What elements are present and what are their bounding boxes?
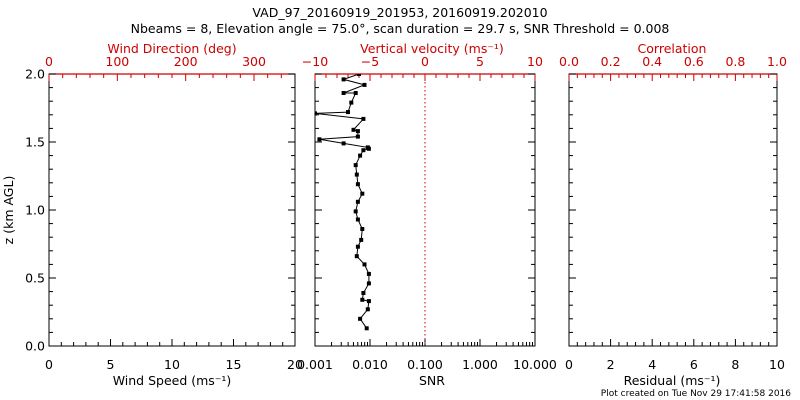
right-bottom-tick-label: 4	[648, 357, 656, 372]
vertical-velocity-point	[341, 77, 346, 82]
left-bottom-tick-label: 0	[45, 357, 53, 372]
vertical-velocity-point	[346, 110, 350, 115]
left-frame	[48, 73, 296, 347]
middle-bottom-tick-label: 0.010	[352, 357, 388, 372]
right-top-tick-label: 1.0	[767, 54, 787, 69]
middle-bottom-axis-label: SNR	[419, 373, 445, 388]
right-top-tick-label: 0.8	[725, 54, 745, 69]
vertical-velocity-point	[358, 316, 363, 321]
vertical-velocity-point	[315, 111, 317, 116]
y-tick-label: 0.0	[25, 339, 45, 354]
middle-top-tick-label: 5	[476, 54, 484, 69]
left-top-tick-label: 300	[242, 54, 266, 69]
vertical-velocity-point	[361, 291, 366, 295]
vertical-velocity-point	[351, 127, 356, 132]
vertical-velocity-point	[360, 297, 365, 302]
vertical-velocity-point	[361, 116, 366, 121]
right-bottom-tick-label: 6	[690, 357, 698, 372]
vertical-velocity-point	[358, 153, 363, 158]
title-line-1: VAD_97_20160919_201953, 20160919.202010	[252, 5, 547, 20]
middle-top-tick-label: −5	[361, 54, 379, 69]
vertical-velocity-point	[355, 129, 360, 134]
vertical-velocity-line	[315, 74, 370, 329]
right-bottom-tick-label: 2	[607, 357, 615, 372]
middle-bottom-tick-label: 0.100	[407, 357, 443, 372]
left-bottom-tick-label: 5	[107, 357, 115, 372]
vertical-velocity-point	[355, 134, 360, 139]
y-axis-label: z (km AGL)	[1, 176, 16, 245]
middle-top-tick-label: −10	[302, 54, 328, 69]
vertical-velocity-point	[364, 326, 369, 331]
middle-bottom-tick-label: 0.001	[297, 357, 333, 372]
right-top-tick-label: 0.6	[684, 54, 704, 69]
left-bottom-tick-label: 15	[226, 357, 242, 372]
vertical-velocity-point	[353, 163, 358, 168]
y-tick-label: 0.5	[25, 271, 45, 286]
vertical-velocity-point	[360, 191, 365, 196]
title-line-2: Nbeams = 8, Elevation angle = 75.0°, sca…	[131, 21, 670, 36]
left-bottom-tick-label: 10	[164, 357, 180, 372]
right-bottom-tick-label: 8	[731, 357, 739, 372]
vertical-velocity-point	[317, 137, 322, 142]
vertical-velocity-point	[353, 209, 358, 214]
vertical-velocity-point	[354, 254, 359, 259]
right-bottom-tick-label: 10	[769, 357, 785, 372]
y-tick-label: 1.5	[25, 135, 45, 150]
middle-series-group	[315, 74, 371, 331]
vertical-velocity-point	[366, 281, 371, 286]
vertical-velocity-point	[362, 262, 367, 267]
right-top-tick-label: 0.4	[642, 54, 662, 69]
y-tick-label: 2.0	[25, 67, 45, 82]
vertical-velocity-point	[355, 182, 360, 187]
left-top-axis-label: Wind Direction (deg)	[107, 41, 236, 56]
vertical-velocity-point	[362, 82, 367, 87]
right-top-axis-label: Correlation	[638, 41, 707, 56]
vertical-velocity-point	[365, 307, 370, 312]
vertical-velocity-point	[360, 227, 365, 231]
middle-bottom-tick-label: 10.000	[513, 357, 557, 372]
vertical-velocity-point	[355, 199, 360, 204]
right-top-tick-label: 0.0	[559, 54, 579, 69]
y-tick-label: 1.0	[25, 203, 45, 218]
middle-top-tick-label: 0	[421, 54, 429, 69]
left-bottom-tick-label: 20	[287, 357, 303, 372]
right-frame	[568, 73, 778, 347]
vertical-velocity-point	[341, 141, 346, 146]
vertical-velocity-point	[341, 91, 346, 95]
vertical-velocity-point	[353, 91, 358, 95]
left-bottom-axis-label: Wind Speed (ms⁻¹)	[113, 373, 232, 388]
middle-top-axis-label: Vertical velocity (ms⁻¹)	[360, 41, 504, 56]
middle-bottom-tick-label: 1.000	[462, 357, 498, 372]
right-top-tick-label: 0.2	[601, 54, 621, 69]
vertical-velocity-point	[366, 271, 371, 276]
vertical-velocity-point	[355, 244, 360, 249]
left-top-tick-label: 200	[174, 54, 198, 69]
vertical-velocity-point	[359, 237, 364, 242]
vertical-velocity-point	[349, 100, 354, 105]
vertical-velocity-point	[357, 74, 361, 76]
plot-footer: Plot created on Tue Nov 29 17:41:58 2016	[601, 389, 791, 399]
middle-top-tick-label: 10	[527, 54, 543, 69]
vertical-velocity-point	[355, 217, 360, 222]
left-top-tick-label: 0	[45, 54, 53, 69]
right-bottom-tick-label: 0	[565, 357, 573, 372]
vertical-velocity-point	[365, 145, 370, 150]
vertical-velocity-point	[354, 172, 359, 177]
vertical-velocity-point	[361, 148, 366, 153]
vertical-velocity-point	[366, 299, 371, 304]
right-bottom-axis-label: Residual (ms⁻¹)	[624, 373, 721, 388]
left-top-tick-label: 100	[105, 54, 129, 69]
